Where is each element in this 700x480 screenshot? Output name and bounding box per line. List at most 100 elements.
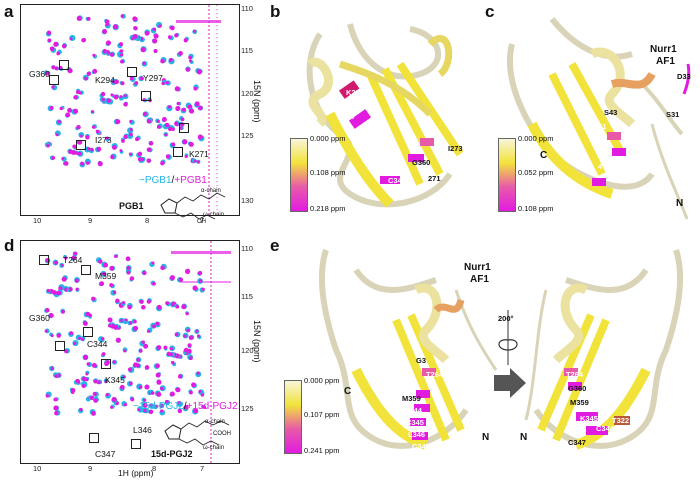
peak-magenta [90,110,94,114]
peak-magenta [53,405,59,411]
peak-magenta [126,266,131,271]
peak-magenta [79,134,83,138]
peak-magenta [188,59,193,63]
legend-d: −15d-PGJ2/+15d-PGJ2 [133,401,238,412]
peak-magenta [85,135,90,140]
peak-magenta [77,139,83,145]
peak-magenta [153,48,158,53]
peak-magenta [75,379,80,384]
peak-magenta [73,342,77,346]
struct-e-left-c344: C344 [404,406,422,415]
peak-magenta [141,305,146,310]
legend-a: −PGB1/+PGB1 [139,175,207,186]
struct-e-rotation: 200° [498,314,514,323]
panel-label-a: a [4,2,14,21]
peak-magenta [192,29,196,33]
peak-magenta [93,379,98,384]
struct-e-left-c347: C347 [412,442,430,451]
peak-magenta [196,334,201,338]
peak-magenta [92,53,96,57]
peak-box-g360-d [55,341,65,351]
peak-magenta [45,71,50,76]
peak-magenta [188,108,195,114]
peak-magenta [78,91,82,95]
peak-magenta [143,343,149,349]
peak-magenta [146,158,151,163]
residue-label-g360-d: G360 [29,313,50,323]
peak-magenta [51,65,56,70]
peak-magenta [128,152,132,156]
peak-magenta [54,410,59,416]
peak-magenta [103,262,109,268]
chain-omega-a: ω-chain [203,212,225,218]
peak-magenta [86,16,91,21]
peak-magenta [155,404,159,408]
peak-magenta [53,41,59,47]
struct-e-title-2: AF1 [470,274,489,285]
nmr-spectrum-d: T264 M359 G360 C344 K345 L346 C347 −15d-… [20,240,240,464]
x-tick-d-8: 8 [152,464,157,473]
peak-magenta [105,40,112,46]
peak-magenta [180,117,185,122]
peak-magenta [129,276,135,281]
peak-magenta [86,71,91,77]
peak-magenta [176,101,180,106]
colorbar-c-mid: 0.052 ppm [518,168,554,177]
peak-magenta [155,372,161,378]
residue-label-m359-d: M359 [95,271,117,281]
peak-magenta [151,261,155,265]
peak-magenta [138,385,143,389]
peak-magenta [119,384,125,390]
colorbar-e-max: 0.241 ppm [304,446,340,455]
peak-magenta [142,61,146,65]
peak-magenta [177,408,183,414]
peak-magenta [202,405,207,410]
peak-magenta [99,281,105,287]
x-tick-d-10: 10 [33,464,42,473]
peak-magenta [121,300,126,305]
peak-magenta [129,381,133,386]
peak-magenta [146,329,150,333]
peak-magenta [174,332,179,337]
y-tick-d-120: 120 [241,346,254,355]
peak-magenta [91,410,96,416]
peak-magenta [125,256,131,262]
colorbar-b-max: 0.218 ppm [310,204,346,213]
peak-magenta [115,337,121,343]
colorbar-c-max: 0.108 ppm [518,204,554,213]
peak-magenta [177,374,183,379]
x-tick-d-7: 7 [200,464,205,473]
peak-magenta [109,283,114,288]
colorbar-b [290,138,308,212]
peak-magenta [54,66,59,71]
peak-magenta [118,42,124,47]
peak-magenta [164,133,168,137]
peak-magenta [185,312,189,316]
peak-magenta [156,304,162,310]
residue-label-k271-a: K271 [189,149,209,159]
peak-magenta [46,144,50,148]
peak-magenta [175,304,180,309]
peak-magenta [156,345,162,350]
peak-magenta [48,312,54,319]
peak-magenta [49,106,54,110]
y-axis-label-d: 15N (ppm) [252,320,262,363]
peak-magenta [163,345,168,350]
peak-magenta [198,279,203,283]
peak-magenta [192,285,198,291]
peak-magenta [120,81,125,86]
peak-magenta [191,382,196,388]
peak-magenta [188,390,193,395]
peak-magenta [127,305,132,310]
peak-magenta [113,94,119,100]
peak-magenta [124,318,128,322]
peak-magenta [169,347,173,351]
peak-box-i273 [76,140,86,150]
peak-magenta [106,98,112,103]
peak-box-k271b [173,147,183,157]
peak-magenta [123,349,127,353]
residue-label-k294-a: K294 [95,75,115,85]
struct-e-left-t264: T264 [426,370,444,379]
residue-label-c344-d: C344 [87,339,108,349]
peak-magenta [76,15,82,21]
